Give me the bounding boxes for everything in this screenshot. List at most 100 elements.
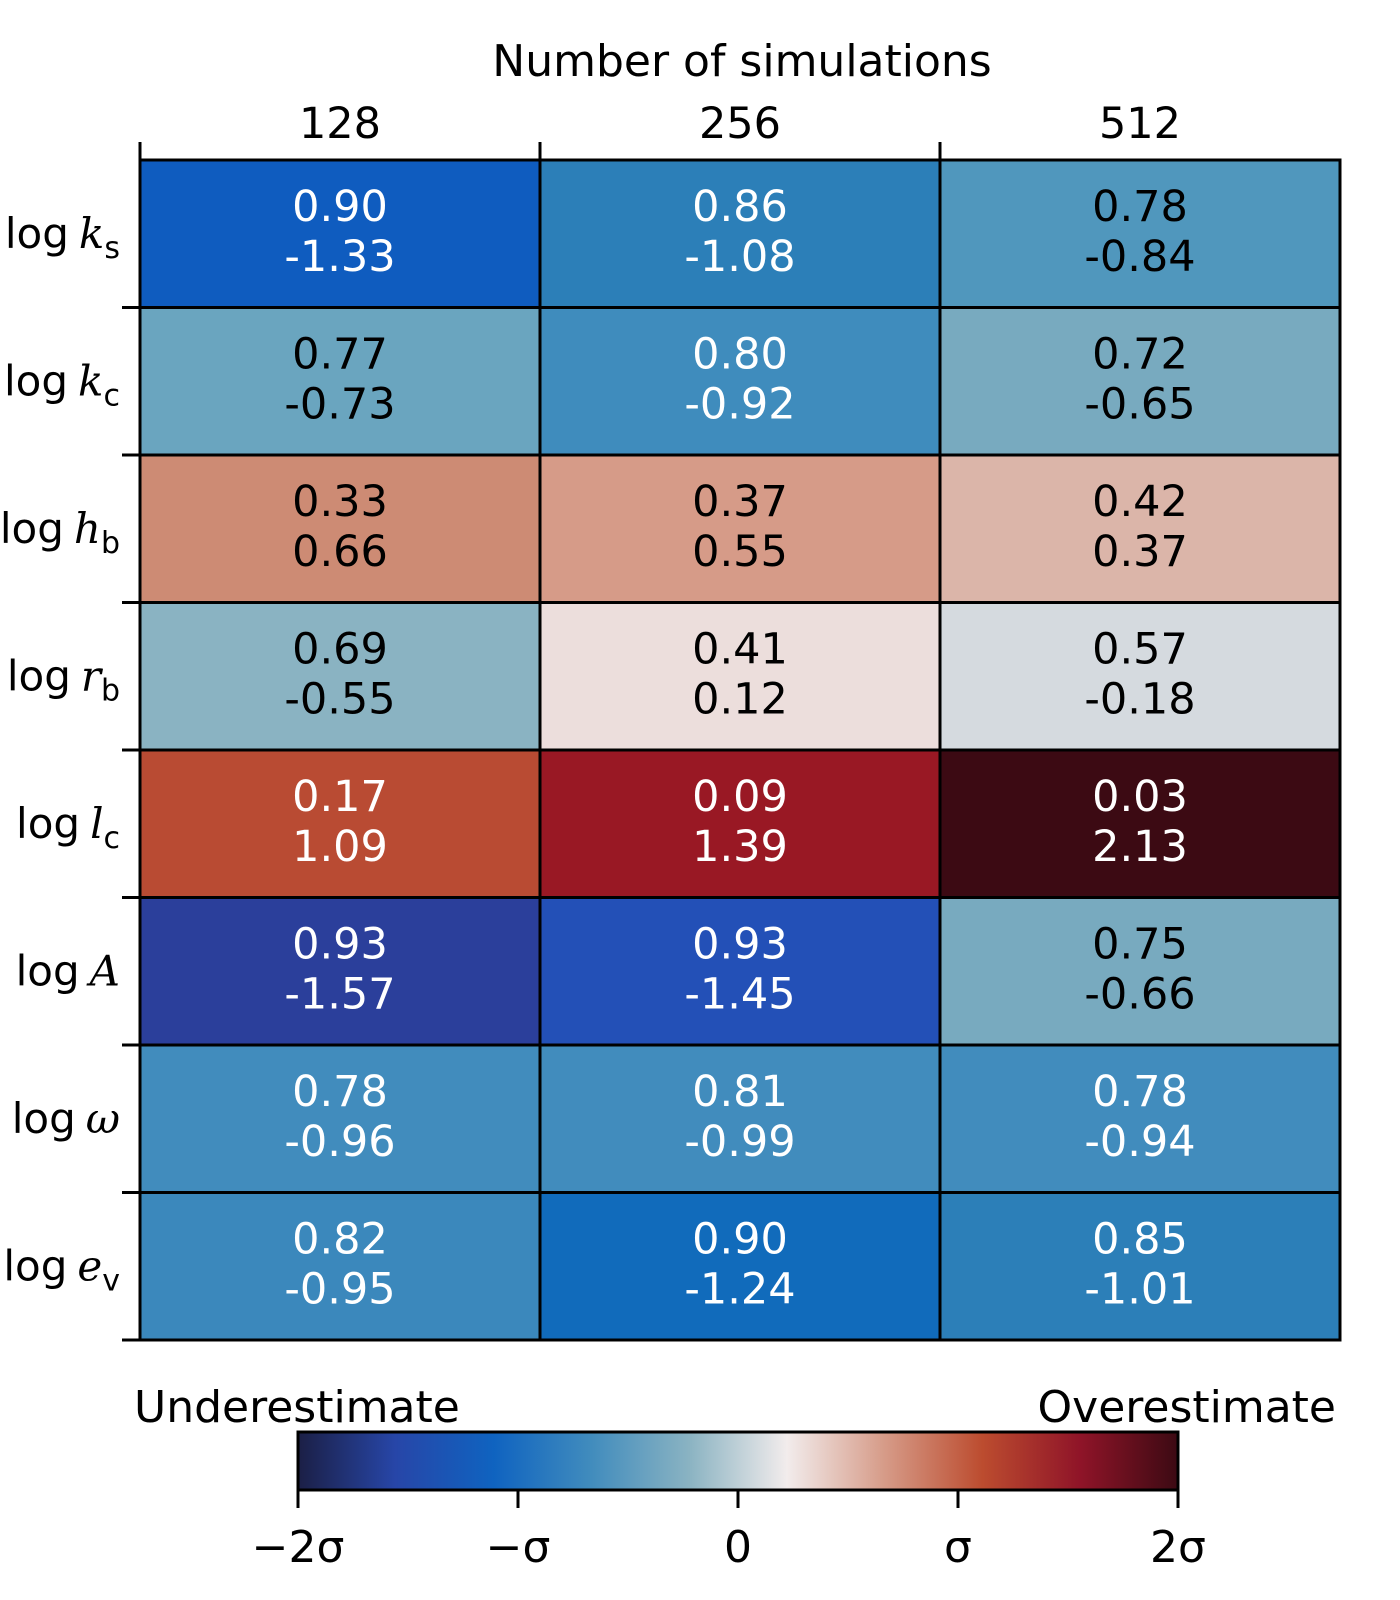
cell-value-top: 0.85 [1092, 1215, 1188, 1265]
cell-value-top: 0.93 [692, 920, 788, 970]
cell-value-top: 0.90 [292, 182, 388, 232]
row-label-symbol: k [78, 356, 103, 405]
cell-value-top: 0.33 [292, 477, 388, 527]
row-label-symbol: A [86, 946, 120, 995]
cell-value-top: 0.93 [292, 920, 388, 970]
row-label-symbol: ω [86, 1094, 120, 1143]
colorbar-gradient [296, 1430, 1180, 1492]
cell-value-top: 0.86 [692, 182, 788, 232]
cell-value-bottom: -0.65 [1084, 380, 1195, 430]
row-label-subscript: v [102, 1263, 120, 1298]
cell-value-bottom: -0.95 [284, 1265, 395, 1315]
cell-value-bottom: -1.01 [1084, 1265, 1195, 1315]
row-label-symbol: l [90, 799, 103, 848]
row-label-subscript: b [101, 526, 120, 561]
row-label-prefix: log [7, 651, 71, 700]
cell-value-bottom: -0.96 [284, 1117, 395, 1167]
cell-value-bottom: 1.39 [692, 822, 788, 872]
row-label-prefix: log [12, 1094, 76, 1143]
row-label-symbol: h [74, 504, 101, 553]
grid-border [138, 158, 1342, 1342]
row-label-subscript: b [101, 673, 120, 708]
row-label: log ks [5, 209, 120, 266]
heatmap-cell [138, 896, 542, 1047]
heatmap-cell [538, 158, 942, 309]
cell-value-top: 0.69 [292, 625, 388, 675]
column-tick-label: 256 [699, 99, 781, 149]
heatmap-cell [138, 453, 542, 604]
heatmap-cell [938, 453, 1342, 604]
cell-value-top: 0.82 [292, 1215, 388, 1265]
cell-value-bottom: -1.33 [284, 232, 395, 282]
row-label: log kc [4, 356, 120, 413]
row-label-prefix: log [16, 946, 80, 995]
cell-value-bottom: -0.92 [684, 380, 795, 430]
row-label-prefix: log [0, 504, 64, 553]
colorbar-tick-label: 2σ [1150, 1522, 1206, 1573]
cell-value-bottom: -1.24 [684, 1265, 795, 1315]
cell-value-bottom: -1.45 [684, 970, 795, 1020]
cell-value-bottom: 1.09 [292, 822, 388, 872]
cell-value-top: 0.03 [1092, 772, 1188, 822]
cell-value-bottom: -0.99 [684, 1117, 795, 1167]
cell-value-bottom: 0.12 [692, 675, 788, 725]
cell-value-bottom: 0.37 [1092, 527, 1188, 577]
cell-value-bottom: -0.66 [1084, 970, 1195, 1020]
row-label-prefix: log [16, 799, 80, 848]
row-label-subscript: c [104, 821, 121, 856]
cell-value-top: 0.09 [692, 772, 788, 822]
row-label-symbol: r [81, 651, 104, 700]
cell-value-top: 0.78 [1092, 1067, 1188, 1117]
row-label-prefix: log [5, 209, 69, 258]
heatmap-cell [938, 158, 1342, 309]
column-tick-label: 128 [299, 99, 381, 149]
cell-value-bottom: -0.94 [1084, 1117, 1195, 1167]
cell-value-top: 0.77 [292, 330, 388, 380]
colorbar-tick-label: σ [944, 1522, 972, 1573]
row-label: log A [16, 946, 120, 995]
row-label-prefix: log [4, 356, 68, 405]
cell-value-top: 0.80 [692, 330, 788, 380]
cell-value-top: 0.17 [292, 772, 388, 822]
heatmap-cell [138, 601, 542, 752]
cell-value-bottom: 2.13 [1092, 822, 1188, 872]
heatmap-cell [138, 1191, 542, 1342]
heatmap-cell [538, 1043, 942, 1194]
cell-value-top: 0.75 [1092, 920, 1188, 970]
cell-value-bottom: 0.66 [292, 527, 388, 577]
cell-value-top: 0.37 [692, 477, 788, 527]
colorbar-tick-label: −2σ [252, 1522, 345, 1573]
column-tick-label: 512 [1099, 99, 1181, 149]
cell-value-bottom: -0.84 [1084, 232, 1195, 282]
row-label: log lc [16, 799, 120, 856]
heatmap-cell [538, 453, 942, 604]
cell-value-top: 0.78 [292, 1067, 388, 1117]
heatmap-cell [938, 896, 1342, 1047]
colorbar-right-label: Overestimate [1038, 1382, 1336, 1433]
heatmap-cells: 0.90-1.33 0.86-1.08 0.78 -0.84 0.77-0.73 0.80… [138, 158, 1342, 1342]
cell-value-top: 0.81 [692, 1067, 788, 1117]
cell-value-bottom: -1.08 [684, 232, 795, 282]
heatmap-cell [938, 601, 1342, 752]
heatmap-cell [538, 896, 942, 1047]
row-label: log rb [7, 651, 120, 708]
cell-value-top: 0.72 [1092, 330, 1188, 380]
cell-value-bottom: -0.18 [1084, 675, 1195, 725]
row-label: log ω [12, 1094, 120, 1143]
colorbar-tick-label: −σ [486, 1522, 551, 1573]
cell-value-bottom: -0.73 [284, 380, 395, 430]
cell-value-bottom: -0.55 [284, 675, 395, 725]
cell-value-top: 0.41 [692, 625, 788, 675]
row-label-subscript: s [104, 231, 120, 266]
row-label: log hb [0, 504, 120, 561]
heatmap-cell [538, 1191, 942, 1342]
cell-value-bottom: 0.55 [692, 527, 788, 577]
heatmap-cell [938, 1191, 1342, 1342]
colorbar-left-label: Underestimate [134, 1382, 460, 1433]
row-label-symbol: e [77, 1241, 102, 1290]
colorbar: Underestimate Overestimate −2σ −σ 0 σ 2σ [134, 1382, 1336, 1573]
row-label-subscript: c [104, 378, 121, 413]
row-label-prefix: log [3, 1241, 67, 1290]
